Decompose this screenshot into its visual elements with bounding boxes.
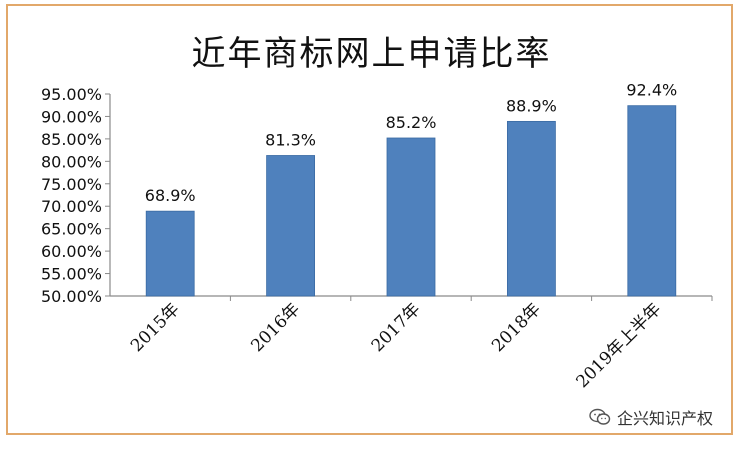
y-tick-label: 70.00% [41, 197, 102, 216]
bar [266, 155, 316, 297]
data-label: 81.3% [265, 130, 316, 149]
y-tick-label: 95.00% [41, 85, 102, 104]
x-tick-label: 2018年 [488, 299, 545, 356]
wechat-icon [589, 408, 611, 425]
chart-frame [6, 4, 733, 435]
watermark: 企兴知识产权 [584, 403, 717, 431]
data-label: 92.4% [626, 81, 677, 100]
y-tick-label: 65.00% [41, 220, 102, 239]
x-tick-label: 2017年 [368, 299, 425, 356]
y-tick-label: 85.00% [41, 130, 102, 149]
y-tick-label: 60.00% [41, 242, 102, 261]
x-tick-label: 2019年上半年 [573, 299, 666, 392]
bar [506, 120, 556, 297]
data-label: 68.9% [145, 186, 196, 205]
watermark-text: 企兴知识产权 [616, 409, 713, 428]
x-tick-label: 2016年 [247, 299, 304, 356]
bar [145, 210, 195, 297]
data-label: 88.9% [506, 96, 557, 115]
chart-title: 近年商标网上申请比率 [191, 34, 552, 74]
y-tick-label: 75.00% [41, 175, 102, 194]
y-tick-label: 80.00% [41, 152, 102, 171]
x-tick-label: 2015年 [127, 299, 184, 356]
y-tick-label: 55.00% [41, 265, 102, 284]
bar [627, 105, 677, 297]
y-tick-label: 50.00% [41, 287, 102, 306]
bar [386, 137, 436, 297]
data-label: 85.2% [386, 113, 437, 132]
y-tick-label: 90.00% [41, 107, 102, 126]
